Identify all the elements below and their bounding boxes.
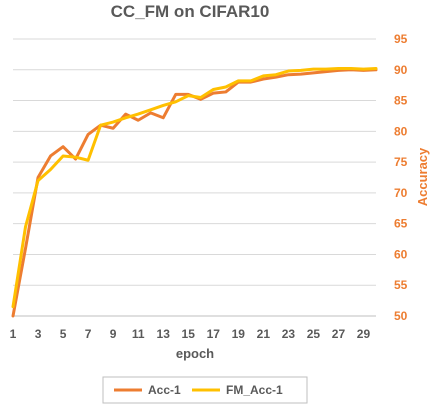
y-axis-title: Accuracy <box>415 147 430 206</box>
series-line-fm-acc-1 <box>11 67 378 309</box>
y-tick-label: 65 <box>394 217 408 231</box>
y-tick-label: 70 <box>394 186 408 200</box>
y-tick-label: 50 <box>394 309 408 323</box>
y-tick-label: 55 <box>394 278 408 292</box>
x-tick-label: 29 <box>357 327 371 341</box>
x-tick-label: 9 <box>110 327 117 341</box>
x-tick-label: 21 <box>257 327 271 341</box>
legend-label-acc-1: Acc-1 <box>148 383 181 397</box>
y-tick-label: 85 <box>394 94 408 108</box>
x-tick-labels: 1 3 5 7 9 11 13 15 17 19 21 23 25 27 29 <box>10 327 371 341</box>
x-tick-label: 19 <box>232 327 246 341</box>
y-tick-label: 60 <box>394 247 408 261</box>
legend-label-fm-acc-1: FM_Acc-1 <box>226 383 283 397</box>
y-tick-label: 75 <box>394 155 408 169</box>
x-tick-label: 15 <box>182 327 196 341</box>
x-tick-label: 7 <box>85 327 92 341</box>
y-tick-label: 95 <box>394 32 408 46</box>
y-tick-label: 90 <box>394 63 408 77</box>
x-tick-label: 25 <box>307 327 321 341</box>
x-tick-label: 27 <box>332 327 346 341</box>
series-layer <box>11 67 378 318</box>
chart-title: CC_FM on CIFAR10 <box>111 2 270 21</box>
y-tick-labels: 50 55 60 65 70 75 80 85 90 95 <box>394 32 408 323</box>
x-axis-title: epoch <box>176 346 214 361</box>
x-tick-label: 1 <box>10 327 17 341</box>
x-tick-label: 17 <box>207 327 221 341</box>
grid-layer <box>13 38 376 317</box>
x-tick-label: 23 <box>282 327 296 341</box>
x-tick-label: 3 <box>35 327 42 341</box>
y-tick-label: 80 <box>394 124 408 138</box>
x-tick-label: 5 <box>60 327 67 341</box>
x-tick-label: 11 <box>132 327 145 341</box>
x-tick-label: 13 <box>157 327 171 341</box>
chart-legend: Acc-1 FM_Acc-1 <box>102 376 308 404</box>
